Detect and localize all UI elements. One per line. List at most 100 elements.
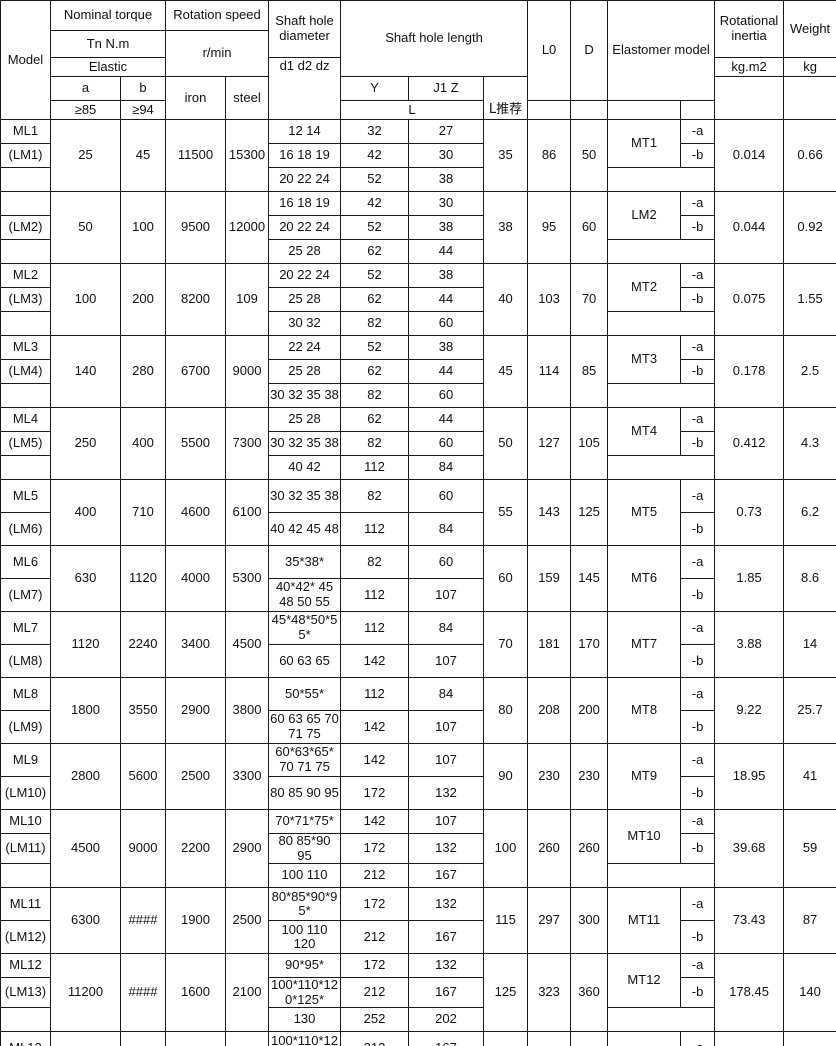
shaft-hole-diameter-value: 30 32	[268, 311, 342, 336]
header-b-grade: ≥94	[120, 100, 166, 120]
rotational-inertia-value: 0.412	[714, 407, 785, 480]
header-elastomer-model: Elastomer model	[607, 0, 716, 101]
l0-value: 333	[527, 1031, 572, 1046]
elastomer-suffix-a: -a	[680, 677, 716, 711]
torque-b-value: 9000	[120, 808, 166, 889]
speed-iron-value: 3400	[165, 611, 226, 678]
l0-value: 143	[527, 479, 572, 546]
torque-a-value: 2800	[50, 743, 121, 810]
speed-steel-value: 9000	[224, 335, 270, 408]
elastomer-suffix-a: -a	[680, 479, 716, 513]
torque-b-value: ####	[120, 1031, 166, 1046]
speed-steel-value: 3800	[224, 677, 270, 744]
header-l0-filler	[527, 100, 572, 120]
table-row: (LM9) 60 63 65 70 71 75 142 107 -b	[0, 710, 836, 744]
header-speed-unit: r/min	[164, 30, 270, 77]
elastomer-suffix-b: -b	[680, 287, 716, 312]
elastomer-suffix-b: -b	[680, 143, 716, 168]
l0-value: 86	[527, 119, 572, 192]
elastomer-suffix-a: -a	[680, 263, 716, 288]
elastomer-filler	[607, 239, 716, 264]
rotational-inertia-value: 18.95	[714, 743, 785, 810]
outer-diameter-value: 360	[570, 953, 609, 1033]
table-row: 50 100 9500 12000 16 18 19 42 30 38 95 60 LM2 -a 0.0…	[0, 191, 836, 264]
torque-b-value: 2240	[120, 611, 166, 678]
table-row: ML3 140 280 6700 9000 22 24 52 38 45 114 85 MT3 -a 0.…	[0, 335, 836, 408]
elastomer-model-value: MT12	[607, 953, 682, 1009]
model-name-top: ML2	[0, 263, 51, 288]
table-row: ML5 400 710 4600 6100 30 32 35 38 82 60 55 143 125…	[0, 479, 836, 546]
model-name-alt: (LM10)	[0, 776, 51, 810]
elastomer-model-value: MT3	[607, 335, 682, 384]
l0-value: 159	[527, 545, 572, 612]
rotational-inertia-value: 9.22	[714, 677, 785, 744]
shaft-hole-length-j1z-value: 60	[408, 311, 485, 336]
rotational-inertia-value: 39.68	[714, 808, 785, 889]
outer-diameter-value: 50	[570, 119, 609, 192]
table-row: ML6 630 1120 4000 5300 35*38* 82 60 60 159 145 MT6-…	[0, 545, 836, 612]
header-model: Model	[0, 0, 51, 120]
rotational-inertia-value: 178.45	[714, 953, 785, 1033]
rotational-inertia-value: 0.178	[714, 335, 785, 408]
shaft-hole-length-y-value: 142	[340, 743, 410, 777]
table-row: ML1312500####14001900100*110*120*125*212…	[0, 1031, 836, 1046]
header-shaft-hole-diameter: Shaft hole diameter	[268, 0, 342, 58]
elastomer-suffix-b: -b	[680, 920, 716, 955]
shaft-hole-length-y-value: 172	[340, 887, 410, 922]
model-name-filler	[0, 863, 51, 889]
shaft-hole-length-y-value: 112	[340, 455, 410, 480]
torque-a-value: 250	[50, 407, 121, 480]
model-name-alt: (LM8)	[0, 644, 51, 678]
header-d-filler	[570, 100, 609, 120]
shaft-hole-length-y-value: 172	[340, 776, 410, 810]
speed-steel-value: 2900	[224, 808, 270, 889]
shaft-hole-diameter-value: 20 22 24	[268, 263, 342, 288]
speed-iron-value: 4000	[165, 545, 226, 612]
speed-steel-value: 1900	[224, 1031, 270, 1046]
l-recommend-value: 35	[483, 119, 529, 192]
shaft-hole-length-y-value: 82	[340, 479, 410, 513]
weight-value: 2.5	[783, 335, 836, 408]
model-name-alt: (LM4)	[0, 359, 51, 384]
table-row: (LM6) 40 42 45 48 112 84 -b	[0, 512, 836, 546]
table-row: 30 32 35 38 82 60	[0, 383, 836, 408]
elastomer-model-value: MT13	[607, 1031, 682, 1046]
model-name-alt: (LM7)	[0, 578, 51, 612]
table-row: (LM1) 16 18 19 42 30 -b	[0, 143, 836, 168]
shaft-hole-diameter-value: 25 28	[268, 239, 342, 264]
shaft-hole-length-j1z-value: 132	[408, 776, 485, 810]
speed-steel-value: 12000	[224, 191, 270, 264]
header-weight-unit: kg	[783, 57, 836, 77]
header-shaft-hole-diameter-symbol: d1 d2 dz	[268, 57, 342, 120]
torque-b-value: 1120	[120, 545, 166, 612]
shaft-hole-length-y-value: 52	[340, 167, 410, 192]
shaft-hole-length-j1z-value: 167	[408, 863, 485, 889]
shaft-hole-length-y-value: 62	[340, 287, 410, 312]
shaft-hole-length-y-value: 52	[340, 335, 410, 360]
header-torque-unit: Tn N.m	[50, 30, 166, 58]
torque-b-value: ####	[120, 887, 166, 955]
torque-a-value: 12500	[50, 1031, 121, 1046]
model-name-filler	[0, 239, 51, 264]
shaft-hole-length-y-value: 112	[340, 578, 410, 612]
table-row: (LM13) 100*110*120*125* 212 167 -b	[0, 977, 836, 1009]
shaft-hole-diameter-value: 100*110*120*125*	[268, 1031, 342, 1046]
model-name-filler	[0, 311, 51, 336]
l-recommend-value: 55	[483, 479, 529, 546]
model-name-top: ML12	[0, 953, 51, 979]
header-type-j1z: J1 Z	[408, 76, 485, 101]
shaft-hole-length-j1z-value: 60	[408, 545, 485, 579]
weight-value: 41	[783, 743, 836, 810]
speed-steel-value: 5300	[224, 545, 270, 612]
weight-value: 14	[783, 611, 836, 678]
rotational-inertia-value: 0.044	[714, 191, 785, 264]
elastomer-suffix-a: -a	[680, 611, 716, 645]
elastomer-suffix-a: -a	[680, 545, 716, 579]
header-elastic: Elastic	[50, 57, 166, 77]
elastomer-filler	[607, 167, 716, 192]
shaft-hole-length-y-value: 32	[340, 119, 410, 144]
header-l-recommend: L推荐	[483, 76, 529, 120]
elastomer-filler	[607, 455, 716, 480]
header-rotation-speed: Rotation speed	[164, 0, 270, 31]
speed-iron-value: 11500	[165, 119, 226, 192]
